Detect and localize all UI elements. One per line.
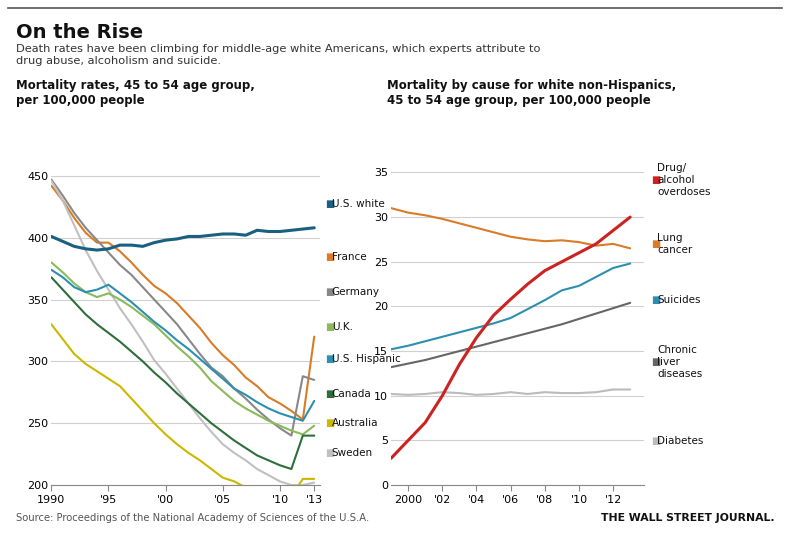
Text: Australia: Australia [332,419,378,428]
Text: ■: ■ [325,252,335,262]
Text: ■: ■ [325,389,335,399]
Text: ■: ■ [651,175,660,184]
Text: France: France [332,252,367,262]
Text: Chronic
liver
diseases: Chronic liver diseases [657,345,702,379]
Text: Suicides: Suicides [657,295,701,305]
Text: Drug/
alcohol
overdoses: Drug/ alcohol overdoses [657,162,711,197]
Text: ■: ■ [325,322,335,332]
Text: Sweden: Sweden [332,448,373,458]
Text: Lung
cancer: Lung cancer [657,233,693,255]
Text: ■: ■ [325,199,335,209]
Text: On the Rise: On the Rise [16,23,143,41]
Text: ■: ■ [325,287,335,297]
Text: ■: ■ [651,295,660,305]
Text: Mortality by cause for white non-Hispanics,
45 to 54 age group, per 100,000 peop: Mortality by cause for white non-Hispani… [387,79,676,107]
Text: THE WALL STREET JOURNAL.: THE WALL STREET JOURNAL. [600,512,774,523]
Text: ■: ■ [651,436,660,445]
Text: ■: ■ [325,354,335,364]
Text: Diabetes: Diabetes [657,436,704,445]
Text: ■: ■ [325,419,335,428]
Text: U.K.: U.K. [332,322,353,332]
Text: Source: Proceedings of the National Academy of Sciences of the U.S.A.: Source: Proceedings of the National Acad… [16,512,369,523]
Text: Canada: Canada [332,389,371,399]
Text: Death rates have been climbing for middle-age white Americans, which experts att: Death rates have been climbing for middl… [16,44,540,65]
Text: U.S. Hispanic: U.S. Hispanic [332,354,401,364]
Text: U.S. white: U.S. white [332,199,385,209]
Text: ■: ■ [325,448,335,458]
Text: ■: ■ [651,357,660,367]
Text: Mortality rates, 45 to 54 age group,
per 100,000 people: Mortality rates, 45 to 54 age group, per… [16,79,254,107]
Text: ■: ■ [651,239,660,249]
Text: Germany: Germany [332,287,380,297]
